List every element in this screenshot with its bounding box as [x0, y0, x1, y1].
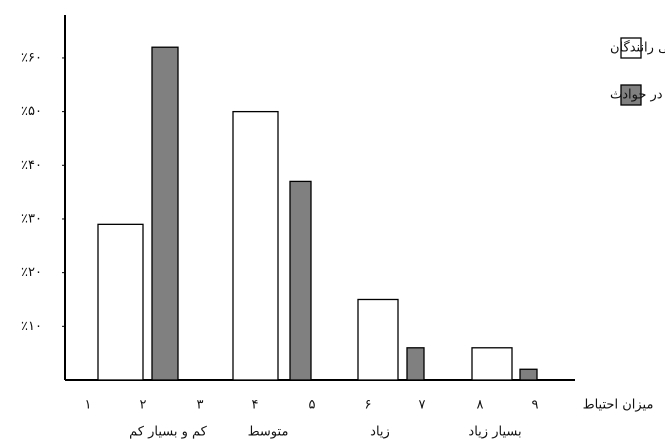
- x-category-label: بسیار زیاد: [468, 425, 521, 440]
- x-scale-label: ۶: [365, 398, 372, 413]
- bar: [151, 46, 179, 381]
- legend-label: درصد فراوانی رانندگان: [610, 40, 665, 56]
- x-category-label: متوسط: [248, 425, 289, 440]
- bar: [406, 347, 425, 381]
- bar: [232, 110, 279, 381]
- bar: [471, 347, 513, 381]
- bar: [519, 368, 538, 381]
- legend-swatch: [620, 37, 642, 59]
- x-scale-label: ۷: [419, 398, 426, 413]
- x-scale-label: ۳: [197, 398, 204, 413]
- y-tick-label: ٪۲۰: [21, 265, 42, 280]
- y-tick-label: ٪۴۰: [21, 158, 42, 173]
- x-scale-label: ۹: [532, 398, 539, 413]
- bar: [357, 298, 399, 381]
- legend-swatch: [620, 84, 642, 106]
- x-axis-label: میزان احتیاط: [583, 398, 654, 413]
- x-scale-label: ۵: [309, 398, 316, 413]
- x-scale-label: ۸: [477, 398, 484, 413]
- x-category-label: زیاد: [370, 425, 390, 440]
- x-scale-label: ۴: [252, 398, 259, 413]
- y-tick-label: ٪۱۰: [21, 319, 42, 334]
- legend-label: درصد مسئول شناخته شدن در حوادث: [610, 88, 665, 103]
- y-tick-label: ٪۶۰: [21, 50, 42, 65]
- y-tick-label: ٪۳۰: [21, 211, 42, 226]
- y-tick-label: ٪۵۰: [21, 104, 42, 119]
- bar: [289, 180, 312, 381]
- x-scale-label: ۱: [85, 398, 92, 413]
- bar: [97, 223, 144, 381]
- x-scale-label: ۲: [140, 398, 147, 413]
- x-category-label: کم و بسیار کم: [129, 425, 208, 440]
